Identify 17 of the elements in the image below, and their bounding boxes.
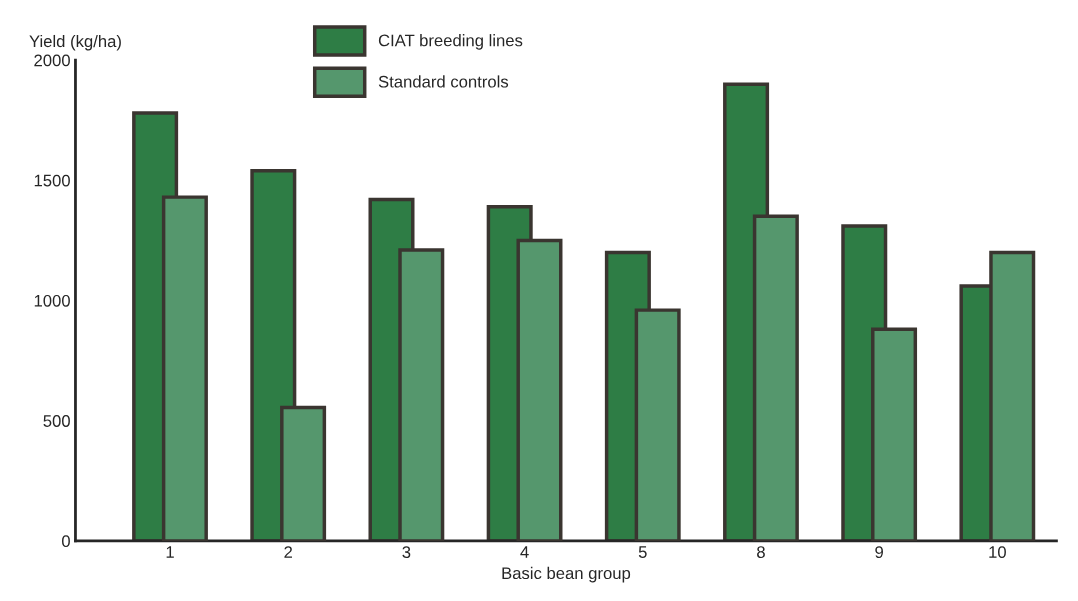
y-axis-title: Yield (kg/ha): [29, 34, 121, 51]
x-tick-label: 10: [989, 546, 1006, 558]
x-tick-label: 2: [284, 546, 292, 558]
x-tick-label: 9: [875, 546, 883, 558]
x-tick-label: 5: [638, 546, 647, 558]
x-tick-label: 3: [402, 546, 411, 558]
y-tick-label: 1000: [34, 294, 70, 307]
x-tick-label: 1: [166, 546, 174, 558]
legend-label: CIAT breeding lines: [378, 34, 523, 50]
x-tick-label: 8: [757, 546, 765, 558]
x-axis-title: Basic bean group: [502, 566, 631, 583]
x-tick-label: 4: [520, 546, 529, 558]
y-tick-label: 1500: [34, 174, 70, 187]
y-tick-label: 2000: [34, 54, 70, 67]
y-tick-label: 500: [43, 415, 70, 427]
legend-label: Standard controls: [378, 75, 509, 88]
y-tick-label: 0: [61, 535, 70, 548]
